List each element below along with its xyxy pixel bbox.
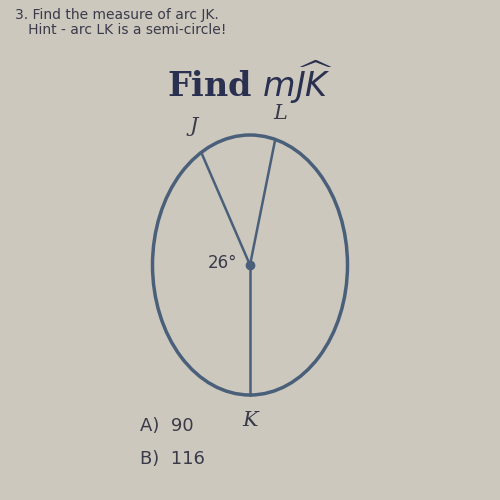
Text: B)  116: B) 116 (140, 450, 205, 468)
Text: A)  90: A) 90 (140, 417, 194, 435)
Text: 3. Find the measure of arc JK.: 3. Find the measure of arc JK. (15, 8, 219, 22)
Text: J: J (189, 118, 198, 137)
Text: 26°: 26° (208, 254, 238, 272)
Text: Find $m\widehat{JK}$: Find $m\widehat{JK}$ (167, 59, 333, 106)
Text: Hint - arc LK is a semi-circle!: Hint - arc LK is a semi-circle! (15, 22, 227, 36)
Text: L: L (273, 104, 287, 124)
Text: K: K (242, 411, 258, 430)
